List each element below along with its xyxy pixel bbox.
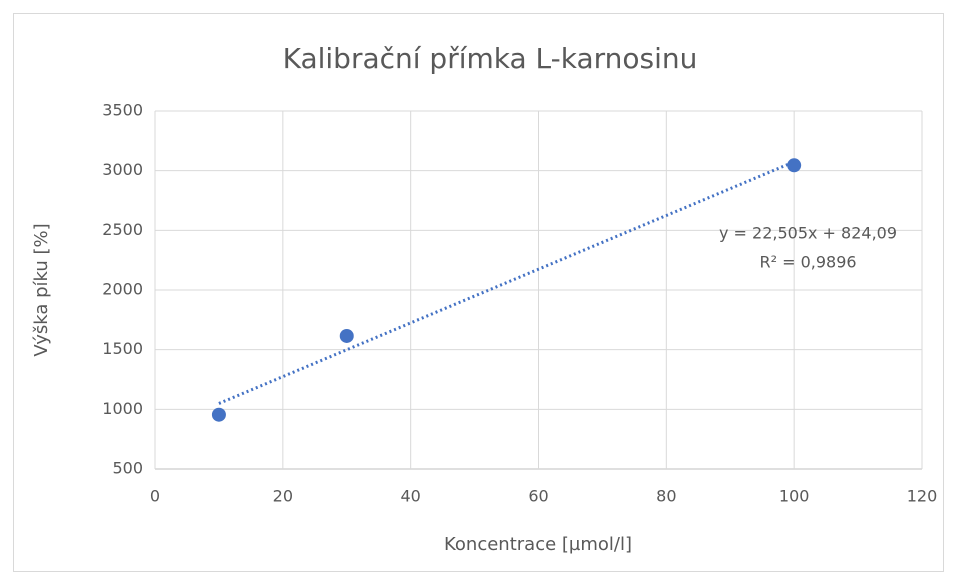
- x-tick-label: 0: [150, 487, 160, 506]
- trendline: [218, 160, 795, 405]
- chart-title: Kalibrační přímka L-karnosinu: [283, 42, 698, 75]
- y-tick-label: 1000: [102, 399, 143, 418]
- data-point: [339, 328, 354, 343]
- x-tick-label: 100: [779, 487, 810, 506]
- y-tick-label: 2000: [102, 280, 143, 299]
- y-tick-label: 3000: [102, 160, 143, 179]
- x-tick-label: 60: [528, 487, 548, 506]
- y-axis-label: Výška píku [%]: [31, 223, 52, 356]
- y-tick-label: 3500: [102, 101, 143, 120]
- y-tick-label: 500: [112, 459, 143, 478]
- trendline-r2: R² = 0,9896: [759, 253, 856, 272]
- y-tick-label: 2500: [102, 220, 143, 239]
- x-tick-label: 40: [400, 487, 420, 506]
- x-axis-label: Koncentrace [µmol/l]: [444, 534, 632, 555]
- x-tick-label: 20: [273, 487, 293, 506]
- data-point: [211, 407, 226, 422]
- x-tick-label: 120: [907, 487, 938, 506]
- chart-border: [13, 13, 944, 572]
- y-tick-label: 1500: [102, 339, 143, 358]
- trendline-equation: y = 22,505x + 824,09: [719, 224, 897, 243]
- x-tick-label: 80: [656, 487, 676, 506]
- data-point: [787, 158, 802, 173]
